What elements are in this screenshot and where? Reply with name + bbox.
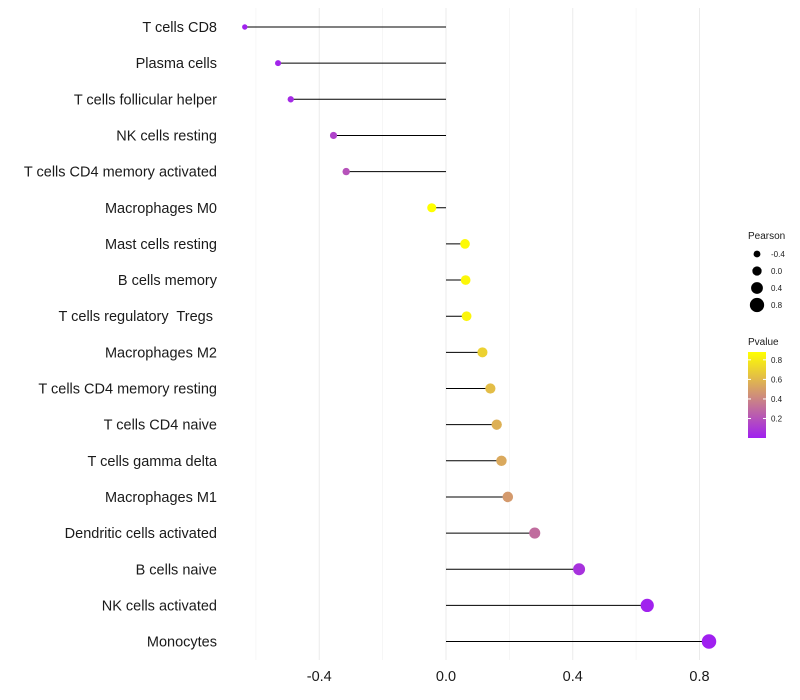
category-label: Dendritic cells activated: [65, 526, 217, 542]
size-legend-label: 0.8: [771, 301, 783, 310]
size-legend-dot: [753, 250, 761, 258]
category-label: T cells CD4 naive: [104, 418, 217, 434]
category-label: T cells regulatory Tregs: [59, 309, 218, 325]
data-point: [242, 24, 248, 30]
category-label: B cells memory: [118, 273, 218, 289]
size-legend-title: Pearson: [748, 231, 785, 242]
category-label: Monocytes: [147, 635, 217, 651]
data-point: [460, 275, 471, 285]
size-legend-label: 0.4: [771, 284, 783, 293]
data-point: [491, 419, 502, 430]
color-legend-title: Pvalue: [748, 337, 779, 348]
x-tick-labels: -0.4 0.0 0.4 0.8: [307, 669, 710, 685]
category-labels: T cells CD8 Plasma cells T cells follicula…: [24, 20, 218, 651]
data-point: [573, 563, 586, 576]
data-point: [460, 239, 470, 249]
size-legend-label: 0.0: [771, 267, 783, 276]
points: [242, 24, 717, 649]
data-point: [640, 598, 654, 613]
category-label: T cells gamma delta: [88, 454, 218, 470]
category-label: Mast cells resting: [105, 237, 217, 253]
size-legend-label: -0.4: [771, 250, 785, 259]
x-tick-label: 0.4: [563, 669, 583, 685]
data-point: [461, 311, 472, 322]
data-point: [342, 167, 350, 176]
data-point: [287, 96, 294, 103]
size-legend-dot: [751, 282, 763, 294]
stems: [244, 26, 710, 643]
data-point: [485, 383, 496, 394]
category-label: NK cells resting: [116, 128, 217, 144]
size-legend-keys: -0.4 0.0 0.4 0.8: [749, 250, 785, 313]
color-legend-bar: [748, 352, 766, 438]
category-label: Plasma cells: [136, 56, 217, 72]
color-legend-label: 0.4: [771, 395, 783, 404]
category-label: T cells follicular helper: [74, 92, 217, 108]
color-legend-label: 0.2: [771, 415, 783, 424]
size-legend-dot: [749, 297, 765, 313]
data-point: [701, 634, 717, 649]
category-label: T cells CD4 memory resting: [38, 382, 217, 398]
category-label: NK cells activated: [102, 598, 217, 614]
x-tick-label: 0.8: [689, 669, 709, 685]
size-legend-dot: [752, 266, 762, 276]
data-point: [477, 347, 488, 358]
category-label: B cells naive: [136, 562, 217, 578]
category-label: T cells CD4 memory activated: [24, 165, 217, 181]
data-point: [427, 203, 437, 213]
data-point: [502, 491, 514, 503]
x-tick-label: -0.4: [307, 669, 332, 685]
category-label: Macrophages M1: [105, 490, 217, 506]
color-legend-label: 0.8: [771, 356, 783, 365]
data-point: [529, 527, 541, 539]
data-point: [275, 60, 282, 67]
legend: Pearson -0.40.00.40.8 Pvalue 0.20.40.60.…: [748, 231, 785, 438]
grid-lines: [255, 8, 700, 660]
category-label: T cells CD8: [142, 20, 217, 36]
color-legend-ticks: 0.2 0.4 0.6 0.8: [748, 356, 783, 424]
color-legend-label: 0.6: [771, 375, 783, 384]
x-tick-label: 0.0: [436, 669, 456, 685]
category-label: Macrophages M0: [105, 201, 217, 217]
data-point: [329, 131, 338, 140]
category-label: Macrophages M2: [105, 345, 217, 361]
data-point: [496, 455, 507, 467]
